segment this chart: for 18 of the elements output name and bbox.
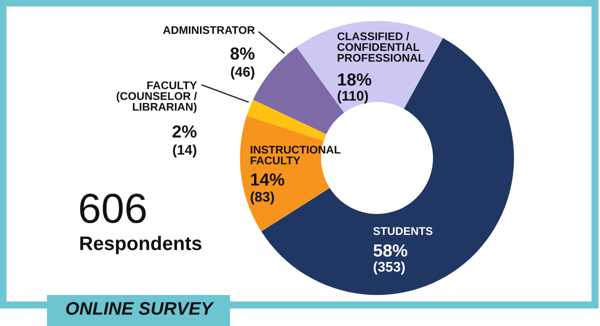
text: (110)	[338, 90, 368, 104]
data-label: 14%	[251, 173, 284, 186]
slice-label: CLASSIFIED / CONFIDENTIAL PROFESSIONAL	[337, 32, 424, 62]
text: Respondents	[80, 236, 202, 254]
data-label: 58%	[374, 244, 408, 257]
text: (353)	[374, 262, 405, 274]
text: 606	[80, 194, 146, 224]
text: (46)	[230, 66, 254, 80]
data-label: 8%	[230, 47, 255, 60]
data-label: 18%	[338, 73, 372, 86]
slice-label: ADMINISTRATOR	[163, 26, 255, 34]
text: (83)	[250, 192, 274, 204]
text: ONLINE SURVEY	[66, 302, 214, 315]
data-label: 2%	[172, 125, 197, 138]
donut-slice	[246, 100, 326, 141]
slice-label: FACULTY (COUNSELOR / LIBRARIAN)	[116, 81, 197, 113]
text: (14)	[172, 144, 196, 158]
slice-label: STUDENTS	[373, 227, 432, 235]
